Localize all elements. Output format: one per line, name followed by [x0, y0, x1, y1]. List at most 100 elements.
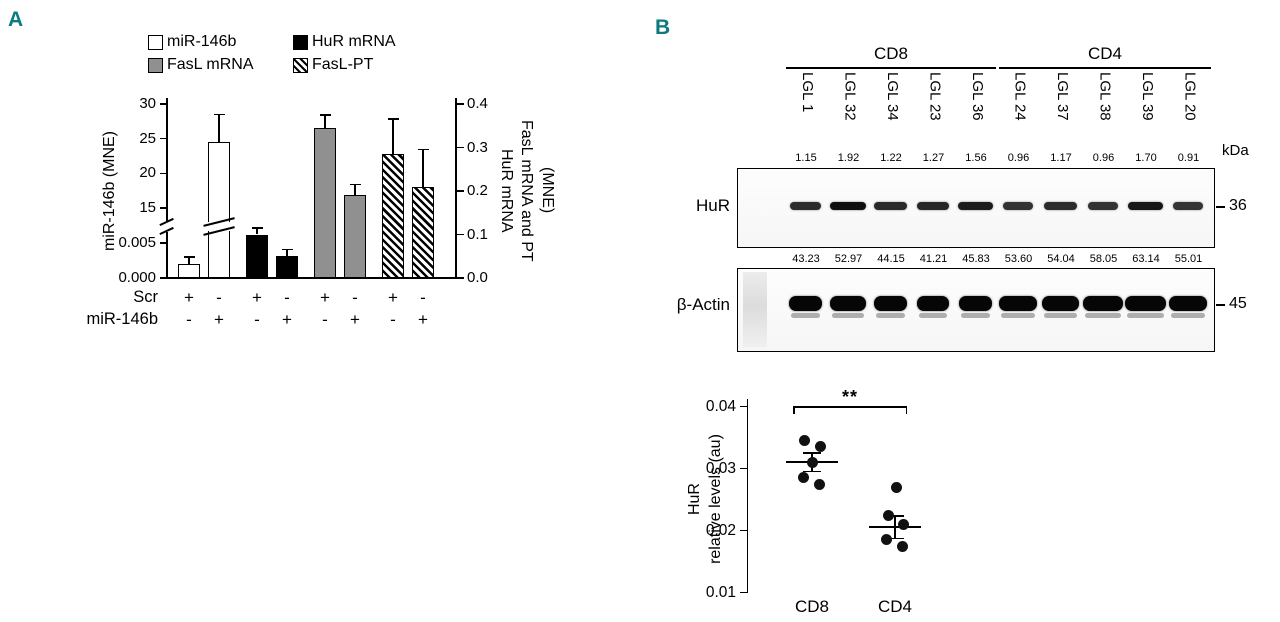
- actin-quant-value: 41.21: [919, 253, 948, 265]
- panel-a-label: A: [8, 8, 24, 31]
- right-tick: [456, 277, 464, 279]
- marker-tick-36: [1216, 206, 1225, 208]
- hur-band: [1172, 202, 1204, 210]
- error-bar-line: [324, 114, 326, 128]
- condition-sign: +: [252, 288, 262, 307]
- scatter-tick: [740, 529, 747, 532]
- scatter-point: [897, 518, 909, 530]
- scatter-y-axis: [746, 399, 748, 593]
- condition-sign: +: [214, 310, 224, 329]
- condition-sign: -: [216, 288, 222, 307]
- legend-label-fasl-mrna: FasL mRNA: [167, 56, 254, 73]
- hur-band: [829, 202, 867, 210]
- lane-label: LGL 20: [1181, 72, 1199, 121]
- error-bar-cap: [349, 183, 361, 186]
- scatter-point: [814, 441, 826, 453]
- scatter-point: [890, 481, 902, 493]
- actin-band: [1169, 296, 1207, 311]
- scatter-tick-label: 0.01: [705, 583, 736, 601]
- error-bar-cap: [183, 256, 195, 258]
- hur-band: [789, 202, 822, 210]
- actin-band-doublet: [960, 313, 991, 318]
- hur-quant-value: 1.92: [837, 152, 860, 164]
- lane-label: LGL 36: [969, 72, 986, 121]
- actin-quant-value: 55.01: [1174, 253, 1203, 265]
- hur-quant-value: 1.27: [922, 152, 945, 164]
- actin-band: [874, 296, 907, 311]
- right-tick: [456, 146, 464, 149]
- error-bar-line: [218, 114, 220, 143]
- actin-quant-value: 43.23: [792, 253, 820, 265]
- actin-blot-label: β-Actin: [676, 295, 730, 314]
- y-axis-left-lower: [166, 232, 168, 278]
- actin-band: [917, 296, 949, 311]
- right-axis-title-line3: (MNE): [539, 167, 556, 214]
- left-axis-title: miR-146b (MNE): [101, 131, 118, 252]
- left-tick-label: 30: [139, 95, 156, 112]
- scatter-point: [813, 478, 825, 490]
- actin-band-doublet: [876, 313, 905, 318]
- cd8-group-line: [786, 67, 996, 69]
- cd8-group-header: CD8: [873, 44, 908, 63]
- hur-quant-value: 1.17: [1050, 152, 1072, 164]
- actin-band: [958, 296, 993, 311]
- condition-sign: +: [282, 310, 292, 329]
- scatter-tick-label: 0.04: [705, 397, 736, 415]
- legend-item-mir146b: miR-146b: [148, 33, 236, 51]
- condition-sign: -: [352, 288, 358, 307]
- actin-quant-value: 52.97: [834, 253, 863, 265]
- bar-mir-146b: [208, 142, 230, 278]
- lane-label: LGL 23: [926, 72, 944, 121]
- panel-b-label: B: [655, 16, 671, 39]
- bar-fasl-mrna: [314, 127, 336, 278]
- sem-cap: [803, 470, 821, 473]
- marker-tick-45: [1216, 304, 1225, 306]
- actin-band-doublet: [831, 313, 865, 318]
- lane-label: LGL 1: [799, 72, 816, 113]
- scatter-tick: [740, 405, 747, 408]
- left-tick: [160, 207, 167, 209]
- bar-fasl-pt: [382, 154, 404, 278]
- left-tick: [160, 137, 167, 140]
- lane-label: LGL 39: [1139, 72, 1156, 121]
- scatter-point: [797, 472, 809, 484]
- lane-label: LGL 38: [1096, 72, 1114, 121]
- hur-blot-label: HuR: [695, 196, 730, 215]
- condition-sign: -: [186, 310, 192, 329]
- error-bar-line: [422, 149, 424, 187]
- actin-band: [1041, 296, 1080, 311]
- actin-quant-value: 53.60: [1004, 253, 1033, 265]
- actin-band: [999, 296, 1037, 311]
- left-tick-label: 25: [139, 129, 156, 147]
- legend-item-fasl-pt: FasL-PT: [293, 56, 373, 74]
- hur-band: [1002, 202, 1034, 210]
- hur-band: [1087, 202, 1119, 210]
- actin-band-doublet: [1043, 313, 1078, 318]
- hur-band: [1044, 202, 1077, 210]
- sem-line: [894, 516, 896, 539]
- bar-fasl-mrna: [344, 195, 366, 278]
- right-tick-label: 0.2: [467, 182, 488, 199]
- condition-row-label: miR-146b: [86, 310, 158, 328]
- scatter-tick: [740, 467, 747, 470]
- bar-hur-mrna: [276, 256, 298, 278]
- right-tick-label: 0.0: [467, 269, 488, 286]
- condition-sign: -: [390, 310, 396, 329]
- left-tick: [160, 172, 167, 175]
- legend-label-mir146b: miR-146b: [167, 33, 237, 50]
- ladder-smear: [743, 272, 767, 347]
- lane-label: LGL 37: [1054, 72, 1071, 121]
- cd4-group-line: [999, 67, 1211, 69]
- lane-label: LGL 24: [1011, 72, 1029, 121]
- error-bar-cap: [387, 118, 399, 120]
- scatter-point: [798, 435, 810, 447]
- significance-bracket-end: [905, 406, 907, 414]
- bar-mir-146b: [178, 264, 200, 278]
- cd4-group-header: CD4: [1087, 44, 1122, 63]
- significance-stars: **: [841, 387, 858, 407]
- scatter-point: [882, 509, 894, 521]
- actin-quant-value: 44.15: [877, 253, 905, 265]
- error-bar-cap: [251, 227, 263, 229]
- actin-quant-value: 45.83: [962, 253, 990, 265]
- scatter-y-axis-title: HuR relative levels (au): [684, 389, 728, 609]
